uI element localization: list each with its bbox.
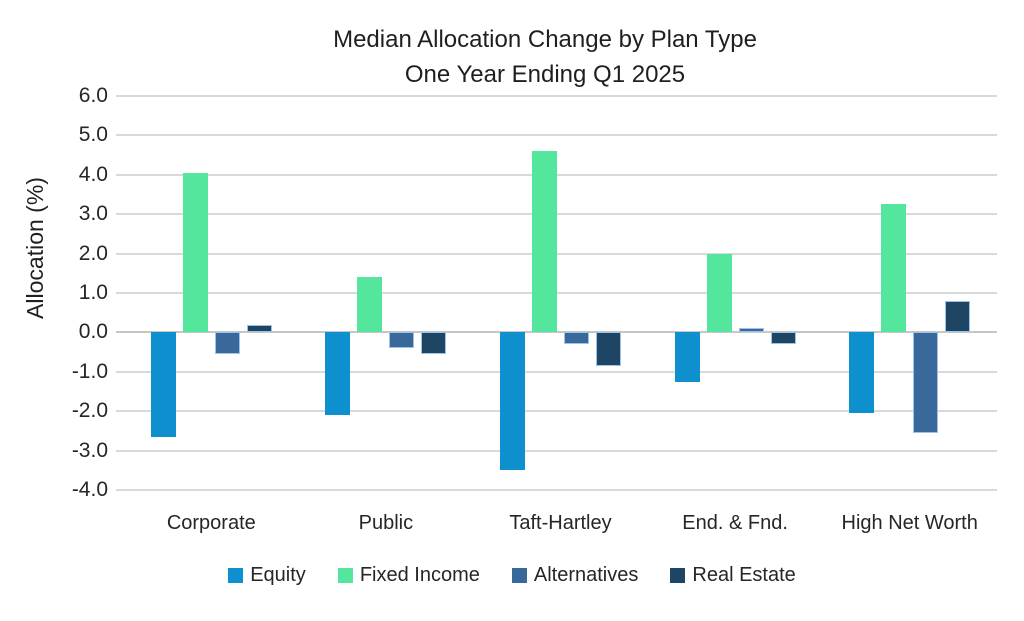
y-tick-label: -2.0 — [71, 399, 108, 423]
bar-alternatives-corporate — [214, 332, 240, 355]
gridline — [116, 134, 997, 137]
legend-label-real-estate: Real Estate — [692, 564, 796, 586]
legend-label-equity: Equity — [250, 564, 306, 586]
legend-swatch-equity — [228, 568, 244, 583]
gridline — [116, 449, 997, 452]
y-tick-label: -3.0 — [71, 438, 108, 462]
bar-equity-public — [325, 332, 351, 416]
x-axis-label-end-fnd: End. & Fnd. — [682, 512, 788, 534]
bar-fixed-income-corporate — [182, 172, 208, 333]
y-tick-label: 6.0 — [78, 84, 108, 107]
bar-real-estate-high-net-worth — [945, 300, 971, 333]
gridline — [116, 410, 997, 413]
bar-fixed-income-taft-hartley — [532, 151, 557, 333]
chart-title: Median Allocation Change by Plan Type On… — [66, 22, 1024, 92]
legend-swatch-fixed-income — [337, 568, 353, 583]
legend-item-real-estate: Real Estate — [670, 564, 796, 587]
bar-equity-taft-hartley — [500, 332, 525, 471]
legend-swatch-alternatives — [511, 568, 527, 583]
bar-alternatives-taft-hartley — [564, 332, 589, 345]
bar-fixed-income-high-net-worth — [881, 204, 907, 333]
bar-equity-high-net-worth — [849, 332, 875, 414]
legend-swatch-real-estate — [670, 568, 686, 583]
bar-alternatives-high-net-worth — [913, 332, 939, 433]
legend-label-alternatives: Alternatives — [533, 564, 639, 586]
bar-fixed-income-public — [357, 277, 383, 333]
bar-fixed-income-end-fnd — [706, 253, 732, 333]
gridline — [116, 95, 997, 97]
bar-real-estate-end-fnd — [770, 332, 796, 345]
y-tick-label: -1.0 — [71, 359, 108, 383]
bar-alternatives-end-fnd — [738, 328, 764, 333]
chart-title-line1: Median Allocation Change by Plan Type — [333, 26, 757, 53]
legend-item-equity: Equity — [228, 564, 306, 587]
bar-real-estate-public — [421, 332, 447, 355]
y-tick-label: 4.0 — [78, 162, 108, 186]
bar-equity-corporate — [150, 332, 176, 437]
y-tick-label: 5.0 — [78, 123, 108, 147]
y-tick-label: 3.0 — [78, 202, 108, 226]
chart-title-line2: One Year Ending Q1 2025 — [404, 61, 686, 88]
y-tick-label: -4.0 — [71, 478, 108, 501]
y-tick-label: 1.0 — [78, 281, 108, 304]
bar-alternatives-public — [389, 332, 415, 349]
legend: Equity Fixed Income Alternatives Real Estat… — [0, 564, 1024, 587]
bar-real-estate-corporate — [246, 324, 272, 333]
gridline — [116, 489, 997, 491]
legend-item-alternatives: Alternatives — [511, 564, 639, 587]
x-axis-label-high-net-worth: High Net Worth — [841, 512, 978, 534]
zero-axis-line — [116, 331, 997, 334]
legend-item-fixed-income: Fixed Income — [337, 564, 480, 587]
x-axis-label-public: Public — [358, 512, 414, 534]
x-axis-label-taft-hartley: Taft-Hartley — [509, 512, 612, 534]
x-axis-label-corporate: Corporate — [166, 512, 256, 534]
y-tick-label: 2.0 — [78, 241, 108, 265]
bar-real-estate-taft-hartley — [596, 332, 621, 366]
y-tick-label: 0.0 — [78, 320, 108, 344]
legend-label-fixed-income: Fixed Income — [359, 564, 480, 586]
bar-equity-end-fnd — [674, 332, 700, 382]
gridline — [116, 370, 997, 373]
